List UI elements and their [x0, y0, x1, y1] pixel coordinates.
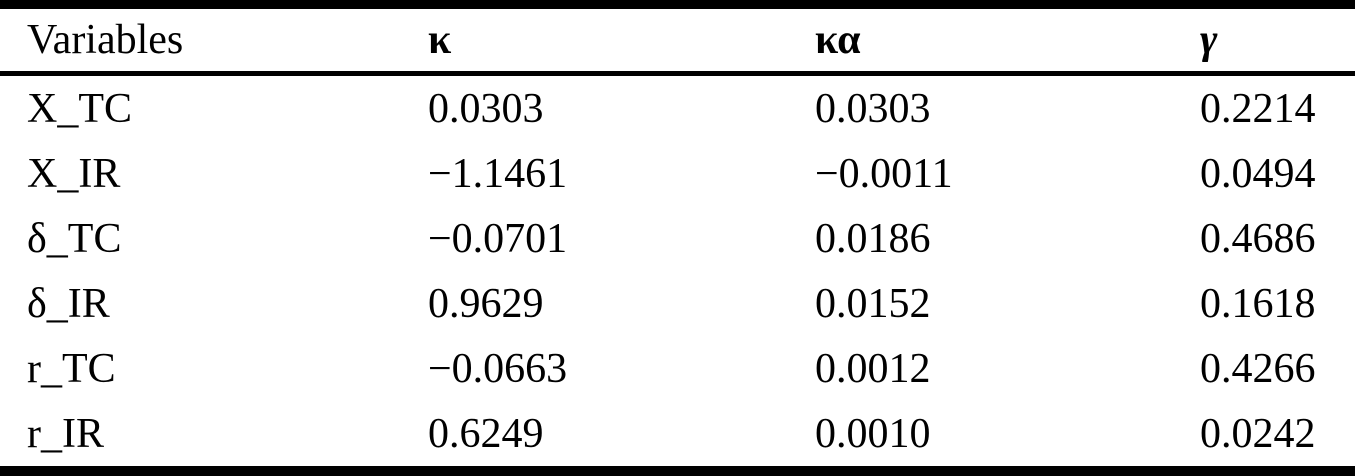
table-header-row: Variables κ κα γ [0, 9, 1355, 76]
column-header-variables: Variables [27, 17, 184, 63]
kappa-alpha-value: 0.0152 [815, 280, 931, 327]
kappa-value: 0.0303 [428, 85, 544, 132]
row-label: X_IR [27, 150, 121, 197]
kappa-value: 0.6249 [428, 410, 544, 457]
kappa-value: −0.0701 [428, 215, 568, 262]
table-row: δ_IR 0.9629 0.0152 0.1618 [0, 271, 1355, 336]
gamma-value: 0.4686 [1200, 215, 1316, 262]
column-header-kappa: κ [428, 17, 452, 63]
table-row: X_TC 0.0303 0.0303 0.2214 [0, 76, 1355, 141]
column-header-kappa-alpha: κα [815, 17, 861, 63]
kappa-alpha-value: 0.0010 [815, 410, 931, 457]
row-label: δ_TC [27, 215, 122, 262]
gamma-value: 0.0242 [1200, 410, 1316, 457]
gamma-value: 0.0494 [1200, 150, 1316, 197]
gamma-value: 0.4266 [1200, 345, 1316, 392]
kappa-alpha-value: 0.0012 [815, 345, 931, 392]
table-row: r_TC −0.0663 0.0012 0.4266 [0, 336, 1355, 401]
kappa-alpha-value: −0.0011 [815, 150, 953, 197]
kappa-alpha-value: 0.0186 [815, 215, 931, 262]
gamma-value: 0.2214 [1200, 85, 1316, 132]
kappa-value: −1.1461 [428, 150, 568, 197]
kappa-alpha-value: 0.0303 [815, 85, 931, 132]
table-row: X_IR −1.1461 −0.0011 0.0494 [0, 141, 1355, 206]
row-label: X_TC [27, 85, 132, 132]
kappa-value: −0.0663 [428, 345, 568, 392]
gamma-value: 0.1618 [1200, 280, 1316, 327]
row-label: δ_IR [27, 280, 110, 327]
row-label: r_TC [27, 345, 116, 392]
table-row: r_IR 0.6249 0.0010 0.0242 [0, 401, 1355, 466]
kappa-value: 0.9629 [428, 280, 544, 327]
column-header-gamma: γ [1200, 17, 1218, 63]
row-label: r_IR [27, 410, 104, 457]
table-row: δ_TC −0.0701 0.0186 0.4686 [0, 206, 1355, 271]
